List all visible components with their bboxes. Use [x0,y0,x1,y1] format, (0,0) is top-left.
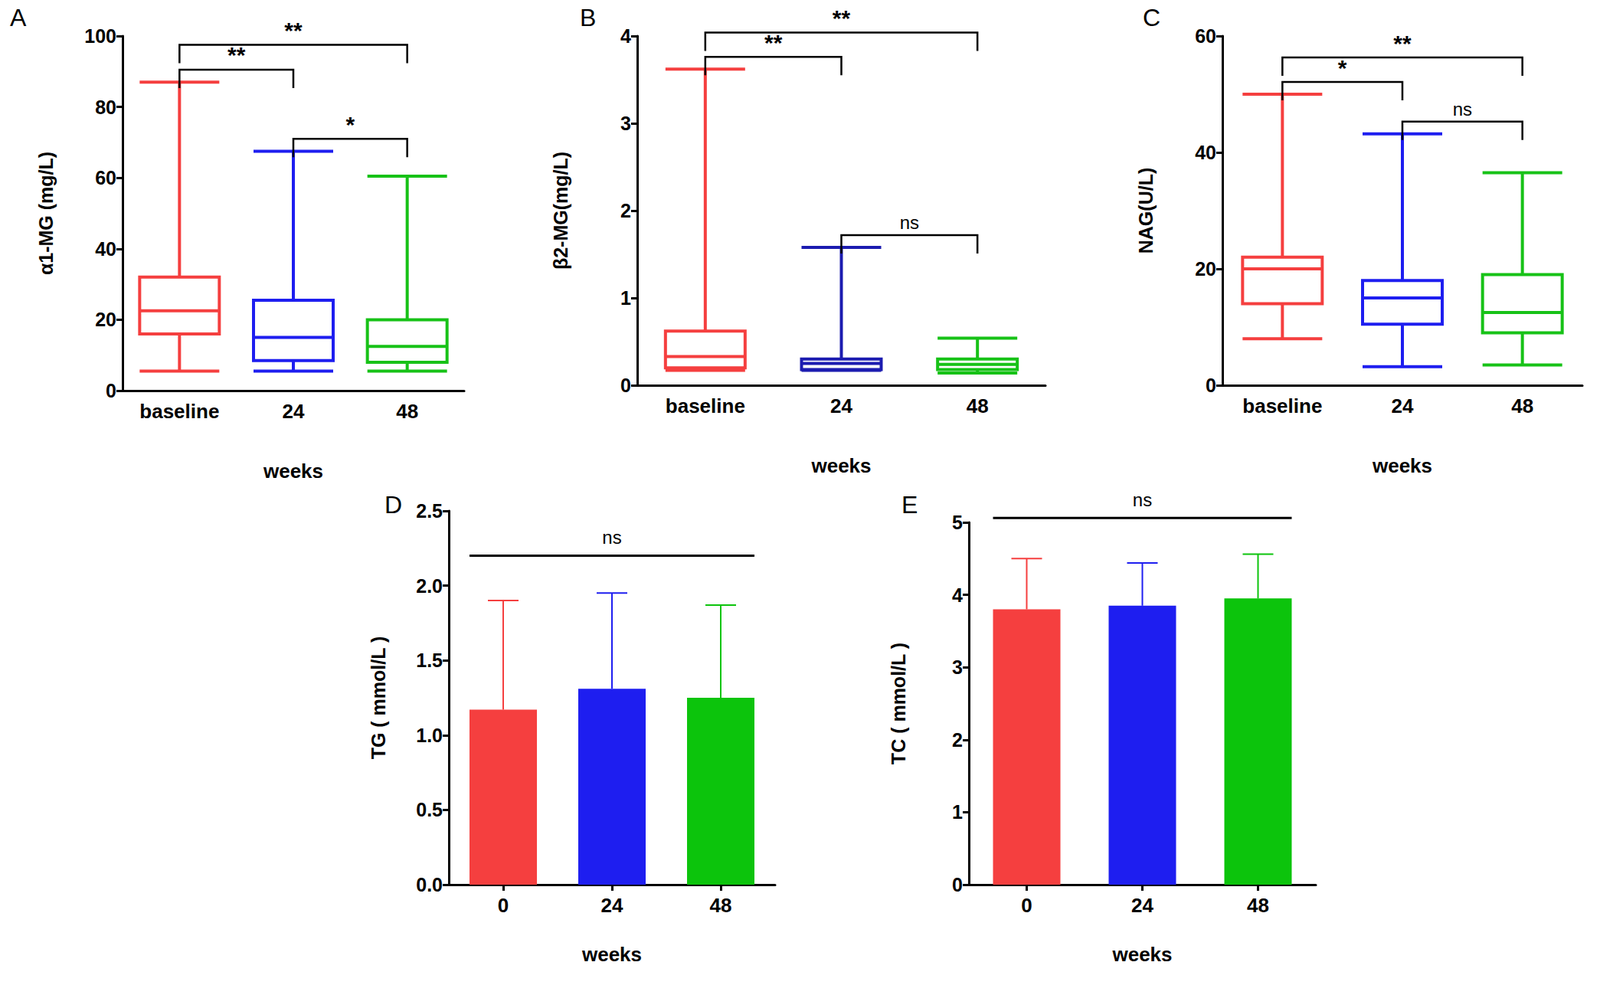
svg-text:2.0: 2.0 [415,575,443,597]
svg-text:0: 0 [1205,374,1217,396]
svg-text:E: E [901,490,918,519]
svg-text:48: 48 [710,893,733,917]
svg-text:1.0: 1.0 [415,724,443,747]
svg-text:40: 40 [94,238,117,260]
svg-text:baseline: baseline [665,394,746,418]
svg-text:20: 20 [1194,258,1217,280]
svg-text:24: 24 [1391,394,1414,418]
svg-text:α1-MG (mg/L): α1-MG (mg/L) [35,151,57,275]
svg-text:24: 24 [282,399,305,423]
svg-text:weeks: weeks [1111,942,1172,966]
svg-text:ns: ns [899,212,920,233]
svg-text:1: 1 [620,287,632,309]
svg-text:0: 0 [1020,893,1032,917]
svg-text:NAG(U/L): NAG(U/L) [1135,167,1157,254]
svg-text:**: ** [284,17,303,43]
svg-text:40: 40 [1194,141,1217,164]
svg-text:0.0: 0.0 [415,873,443,896]
svg-text:*: * [345,111,355,138]
svg-text:weeks: weeks [581,942,642,966]
svg-text:2: 2 [952,729,963,751]
svg-text:60: 60 [94,166,117,189]
svg-text:**: ** [227,42,246,68]
svg-text:weeks: weeks [262,459,324,483]
svg-text:B: B [579,3,596,32]
svg-text:0: 0 [620,374,632,396]
svg-text:0.5: 0.5 [415,798,443,821]
svg-text:ns: ns [1452,98,1473,120]
svg-text:4: 4 [952,584,963,606]
svg-text:TC ( mmol/L ): TC ( mmol/L ) [887,642,910,765]
svg-text:48: 48 [966,394,989,418]
svg-text:ns: ns [1132,489,1152,511]
svg-text:baseline: baseline [1242,394,1322,418]
svg-text:80: 80 [94,96,117,118]
svg-text:weeks: weeks [1371,454,1433,478]
svg-text:β2-MG(mg/L): β2-MG(mg/L) [549,151,572,270]
svg-text:weeks: weeks [810,454,871,478]
svg-text:5: 5 [952,511,963,534]
svg-text:0: 0 [952,873,963,896]
svg-text:D: D [384,490,403,519]
svg-text:TG ( mmol/L ): TG ( mmol/L ) [367,636,390,760]
svg-text:48: 48 [1511,394,1534,418]
svg-text:24: 24 [830,394,853,418]
svg-text:1.5: 1.5 [415,649,443,671]
svg-text:48: 48 [1246,893,1270,917]
svg-text:1: 1 [952,801,963,823]
svg-text:100: 100 [84,25,117,47]
svg-text:60: 60 [1194,25,1217,47]
svg-text:0: 0 [105,379,117,402]
svg-text:**: ** [832,5,851,31]
svg-text:A: A [9,3,27,32]
svg-text:**: ** [764,29,783,56]
svg-text:*: * [1338,55,1348,81]
svg-text:20: 20 [94,308,117,331]
svg-text:24: 24 [601,893,624,917]
svg-text:C: C [1142,3,1161,32]
svg-text:4: 4 [620,25,632,47]
svg-text:3: 3 [952,656,963,678]
svg-text:baseline: baseline [139,399,220,423]
svg-text:ns: ns [602,526,622,548]
svg-text:0: 0 [497,893,509,917]
svg-text:3: 3 [620,112,632,135]
svg-text:2.5: 2.5 [415,500,443,522]
svg-text:2: 2 [620,199,632,222]
svg-text:48: 48 [395,399,419,423]
svg-text:24: 24 [1131,893,1154,917]
svg-text:**: ** [1393,30,1412,56]
